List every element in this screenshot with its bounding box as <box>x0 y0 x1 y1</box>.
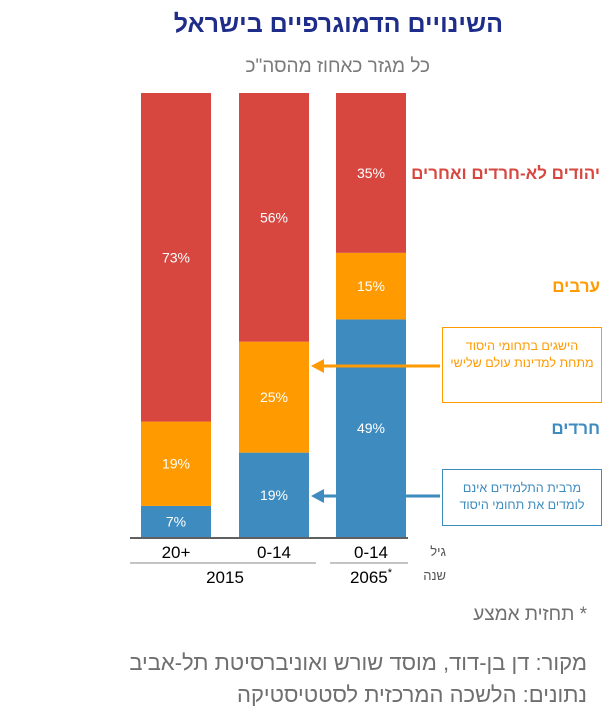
year-label-1: 2065* <box>350 567 393 587</box>
data-source-line: נתונים: הלשכה המרכזית לסטטיסטיקה <box>237 682 587 707</box>
bar-segment-1-0 <box>239 452 309 537</box>
footnote: * תחזית אמצע <box>473 604 587 625</box>
year-axis-label: שנה <box>423 568 446 583</box>
axis-area: גיל שנה <box>130 537 446 583</box>
annotation-orange: הישגים בתחומי היסוד מתחת למדינות עולם של… <box>442 327 602 403</box>
bar-value-label-2-0: 49% <box>357 420 385 436</box>
bar-segment-1-1 <box>239 341 309 453</box>
bar-segment-0-1 <box>141 421 211 506</box>
bar-segment-2-2 <box>336 93 406 253</box>
source-line: מקור: דן בן-דוד, מוסד שורש ואוניברסיטת ת… <box>129 650 587 675</box>
category-tick-labels: 20+ 0-14 0-14 <box>162 543 388 562</box>
series-legend: חרדים ערבים יהודים לא-חרדים ואחרים <box>411 164 600 438</box>
category-tick-1: 0-14 <box>257 543 291 562</box>
year-label-0: 2015 <box>206 568 244 587</box>
bar-value-labels: 7% 19% 73% 19% 25% 56% 49% 15% 35% <box>162 165 385 530</box>
bar-value-label-2-1: 15% <box>357 278 385 294</box>
bar-value-label-0-2: 73% <box>162 249 190 265</box>
legend-label-2: יהודים לא-חרדים ואחרים <box>411 164 600 183</box>
chart-title: השינויים הדמוגרפיים בישראל <box>174 10 503 38</box>
bar-value-label-1-1: 25% <box>260 389 288 405</box>
bar-value-label-1-2: 56% <box>260 209 288 225</box>
bar-value-label-2-2: 35% <box>357 165 385 181</box>
legend-label-0: חרדים <box>551 419 600 438</box>
legend-label-1: ערבים <box>552 277 600 296</box>
bar-segment-0-0 <box>141 505 211 537</box>
annotation-blue: מרבית התלמידים אינם לומדים את תחומי היסו… <box>442 469 602 526</box>
annotation-arrows <box>311 359 440 503</box>
bar-segment-0-2 <box>141 93 211 422</box>
age-axis-label: גיל <box>430 544 446 559</box>
orange-arrow-head <box>311 359 324 373</box>
bar-value-label-1-0: 19% <box>260 487 288 503</box>
bar-segment-2-1 <box>336 252 406 320</box>
category-tick-2: 0-14 <box>354 543 388 562</box>
demographic-stacked-bar-chart: השינויים הדמוגרפיים בישראל כל מגזר כאחוז… <box>130 10 600 587</box>
bar-segment-1-2 <box>239 93 309 342</box>
category-tick-0: 20+ <box>162 543 191 562</box>
bar-value-label-0-1: 19% <box>162 456 190 472</box>
year-labels: 2015 2065* <box>206 567 393 587</box>
bar-value-label-0-0: 7% <box>166 513 186 529</box>
chart-subtitle: כל מגזר כאחוז מהסה"כ <box>246 56 431 77</box>
bar-segments <box>141 93 406 537</box>
bar-segment-2-0 <box>336 319 406 537</box>
blue-arrow-head <box>311 489 324 503</box>
